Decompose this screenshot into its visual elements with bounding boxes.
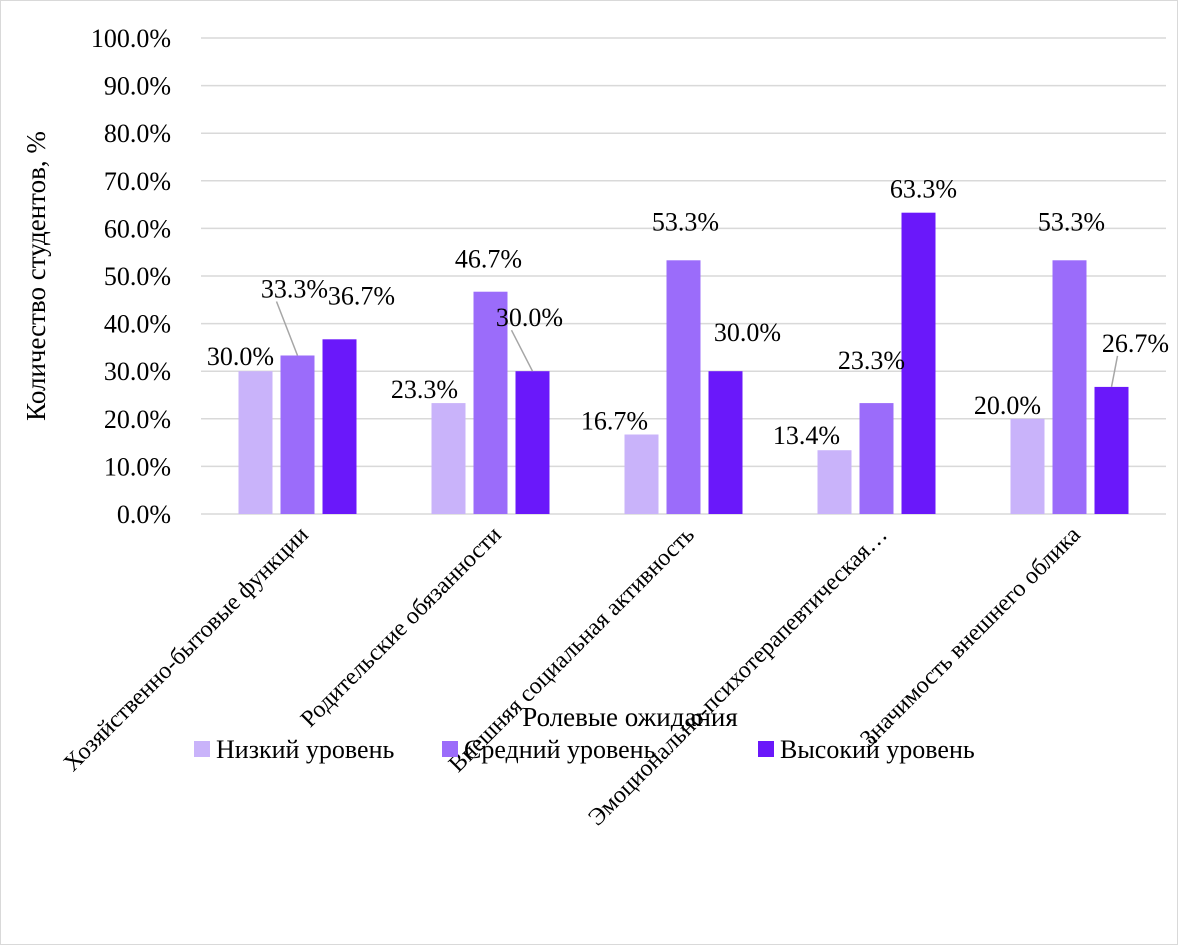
- category-labels: Хозяйственно-бытовые функцииРодительские…: [59, 522, 1086, 831]
- data-label: 30.0%: [207, 342, 274, 371]
- legend-item: Высокий уровень: [758, 735, 975, 764]
- legend-label: Низкий уровень: [216, 735, 394, 764]
- bar: [624, 434, 659, 514]
- y-axis-title: Количество студентов, %: [21, 131, 51, 421]
- y-tick-label: 80.0%: [104, 119, 171, 148]
- bar: [1052, 260, 1087, 514]
- bars: [238, 212, 1129, 514]
- data-label: 46.7%: [455, 245, 522, 274]
- leader-lines: [275, 301, 1119, 388]
- bar: [431, 403, 466, 514]
- legend-label: Высокий уровень: [780, 735, 975, 764]
- data-label: 33.3%: [261, 274, 328, 303]
- bar: [708, 371, 743, 514]
- y-tick-label: 70.0%: [104, 167, 171, 196]
- leader-line: [1110, 355, 1119, 388]
- data-label: 53.3%: [652, 207, 719, 236]
- bar: [473, 291, 508, 514]
- y-tick-label: 50.0%: [104, 262, 171, 291]
- y-tick-label: 0.0%: [117, 500, 171, 529]
- y-tick-label: 60.0%: [104, 214, 171, 243]
- bar: [901, 212, 936, 514]
- bar: [515, 371, 550, 514]
- data-labels: 30.0% 33.3% 36.7% 23.3% 46.7% 30.0% 16.7% 53.3%…: [207, 175, 1169, 451]
- legend: Низкий уровень Средний уровень Высокий уро…: [194, 735, 975, 764]
- bar: [1094, 386, 1129, 514]
- legend-swatch: [442, 741, 458, 757]
- category-label: Родительские обязанности: [296, 522, 507, 733]
- data-label: 36.7%: [328, 281, 395, 310]
- y-tick-label: 90.0%: [104, 72, 171, 101]
- data-label: 20.0%: [974, 391, 1041, 420]
- y-tick-label: 20.0%: [104, 405, 171, 434]
- data-label: 63.3%: [890, 175, 957, 204]
- category-label: Значимость внешнего облика: [855, 522, 1086, 753]
- x-axis-title: Ролевые ожидания: [522, 702, 738, 732]
- data-label: 53.3%: [1038, 207, 1105, 236]
- bar: [859, 403, 894, 514]
- category-label: Эмоционально-психотерапевтическая…: [584, 522, 893, 831]
- data-label: 16.7%: [581, 407, 648, 436]
- leader-line: [510, 329, 534, 372]
- data-label: 23.3%: [391, 375, 458, 404]
- legend-item: Низкий уровень: [194, 735, 394, 764]
- y-tick-labels: 0.0% 10.0% 20.0% 30.0% 40.0% 50.0% 60.0% 70.0% 8…: [91, 24, 171, 529]
- legend-swatch: [758, 741, 774, 757]
- bar: [238, 371, 273, 514]
- bar: [817, 450, 852, 514]
- bar: [322, 339, 357, 514]
- y-tick-label: 30.0%: [104, 357, 171, 386]
- bar: [1010, 418, 1045, 514]
- data-label: 13.4%: [773, 421, 840, 450]
- bar: [280, 355, 315, 514]
- data-label: 30.0%: [496, 303, 563, 332]
- data-label: 23.3%: [838, 346, 905, 375]
- bar: [666, 260, 701, 514]
- y-tick-label: 40.0%: [104, 310, 171, 339]
- y-tick-label: 100.0%: [91, 24, 171, 53]
- data-label: 30.0%: [714, 318, 781, 347]
- y-tick-label: 10.0%: [104, 452, 171, 481]
- legend-label: Средний уровень: [464, 735, 656, 764]
- data-label: 26.7%: [1102, 329, 1169, 358]
- leader-line: [275, 301, 299, 356]
- legend-swatch: [194, 741, 210, 757]
- legend-item: Средний уровень: [442, 735, 656, 764]
